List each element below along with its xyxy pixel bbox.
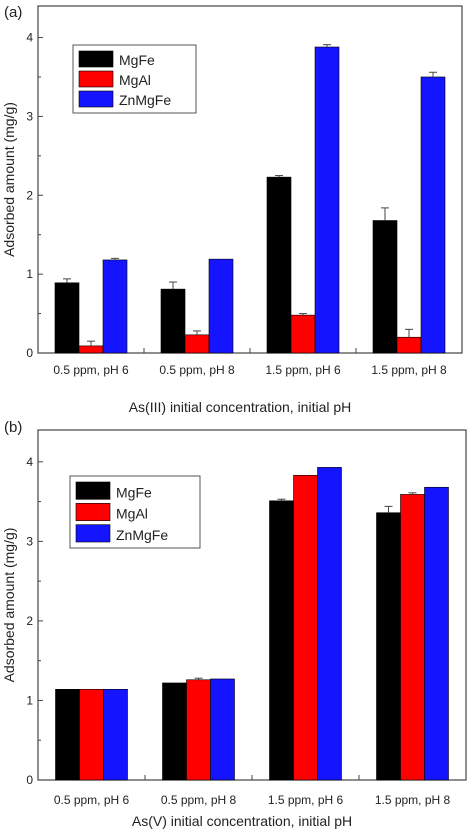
y-tick-label: 0 xyxy=(26,346,33,360)
x-tick-label: 0.5 ppm, pH 6 xyxy=(53,363,129,377)
y-tick-label: 2 xyxy=(26,188,33,202)
y-tick-label: 4 xyxy=(26,455,33,469)
x-tick-label: 1.5 ppm, pH 6 xyxy=(268,793,344,807)
bar-mgfe xyxy=(162,682,187,781)
y-tick-label: 0 xyxy=(26,773,33,787)
bar-znmgfe xyxy=(314,46,340,354)
legend-swatch-mgfe xyxy=(78,50,114,68)
panel-label: (b) xyxy=(4,419,22,436)
bar-mgfe xyxy=(376,512,401,781)
bar-mgfe xyxy=(54,282,80,354)
bar-mgfe xyxy=(372,220,398,354)
bar-mgal xyxy=(400,494,425,781)
x-axis-title: As(III) initial concentration, initial p… xyxy=(129,399,352,415)
legend-label: ZnMgFe xyxy=(116,527,168,543)
y-tick-label: 1 xyxy=(26,693,33,707)
y-tick-label: 3 xyxy=(26,109,33,123)
legend-label: MgFe xyxy=(116,484,152,500)
legend: MgFe MgAl ZnMgFe xyxy=(72,44,197,114)
x-tick-label: 0.5 ppm, pH 8 xyxy=(161,793,237,807)
panel-label: (a) xyxy=(4,4,22,21)
bar-znmgfe xyxy=(103,689,128,781)
x-tick-label: 1.5 ppm, pH 8 xyxy=(371,363,447,377)
bar-mgal xyxy=(78,345,104,354)
bar-znmgfe xyxy=(420,76,446,354)
y-tick-label: 4 xyxy=(26,31,33,45)
x-tick-label: 1.5 ppm, pH 6 xyxy=(265,363,341,377)
x-tick-label: 1.5 ppm, pH 8 xyxy=(375,793,451,807)
legend-swatch-znmgfe xyxy=(78,90,114,108)
bar-mgfe xyxy=(266,176,292,354)
legend-label: MgAl xyxy=(116,506,148,522)
legend-swatch-znmgfe xyxy=(75,524,111,543)
legend-swatch-mgfe xyxy=(75,481,111,500)
legend-label: MgAl xyxy=(119,72,151,88)
x-tick-label: 0.5 ppm, pH 6 xyxy=(54,793,130,807)
bar-mgal xyxy=(186,679,211,781)
chart-panel-a: (a) 0 1 2 3 4 0.5 ppm, pH 6 0.5 ppm, pH 8 1.5 pp… xyxy=(1,4,463,415)
bar-znmgfe xyxy=(317,467,342,781)
bar-znmgfe xyxy=(208,258,234,354)
y-tick-label: 1 xyxy=(26,267,33,281)
legend-swatch-mgal xyxy=(78,70,114,88)
bar-mgfe xyxy=(160,288,186,354)
legend: MgFe MgAl ZnMgFe xyxy=(69,475,201,549)
x-axis-title: As(V) initial concentration, initial pH xyxy=(132,813,352,829)
y-axis-title: Adsorbed amount (mg/g) xyxy=(1,102,17,257)
bar-mgal xyxy=(79,689,104,781)
bar-mgal xyxy=(290,314,316,354)
bar-mgal xyxy=(293,475,318,781)
bar-mgal xyxy=(184,334,210,354)
legend-label: MgFe xyxy=(119,52,155,68)
bar-znmgfe xyxy=(424,486,449,781)
y-tick-label: 3 xyxy=(26,534,33,548)
legend-label: ZnMgFe xyxy=(119,92,171,108)
y-tick-label: 2 xyxy=(26,614,33,628)
chart-panel-b: (b) 0 1 2 3 4 0.5 ppm, pH 6 0.5 ppm, pH 8 1.5 pp… xyxy=(1,419,467,829)
bar-znmgfe xyxy=(210,678,235,781)
bar-mgal xyxy=(396,336,422,354)
bar-znmgfe xyxy=(102,259,128,354)
legend-swatch-mgal xyxy=(75,503,111,521)
y-axis-title: Adsorbed amount (mg/g) xyxy=(1,528,17,683)
bar-mgfe xyxy=(55,689,80,781)
bar-mgfe xyxy=(269,500,294,781)
x-tick-label: 0.5 ppm, pH 8 xyxy=(159,363,235,377)
